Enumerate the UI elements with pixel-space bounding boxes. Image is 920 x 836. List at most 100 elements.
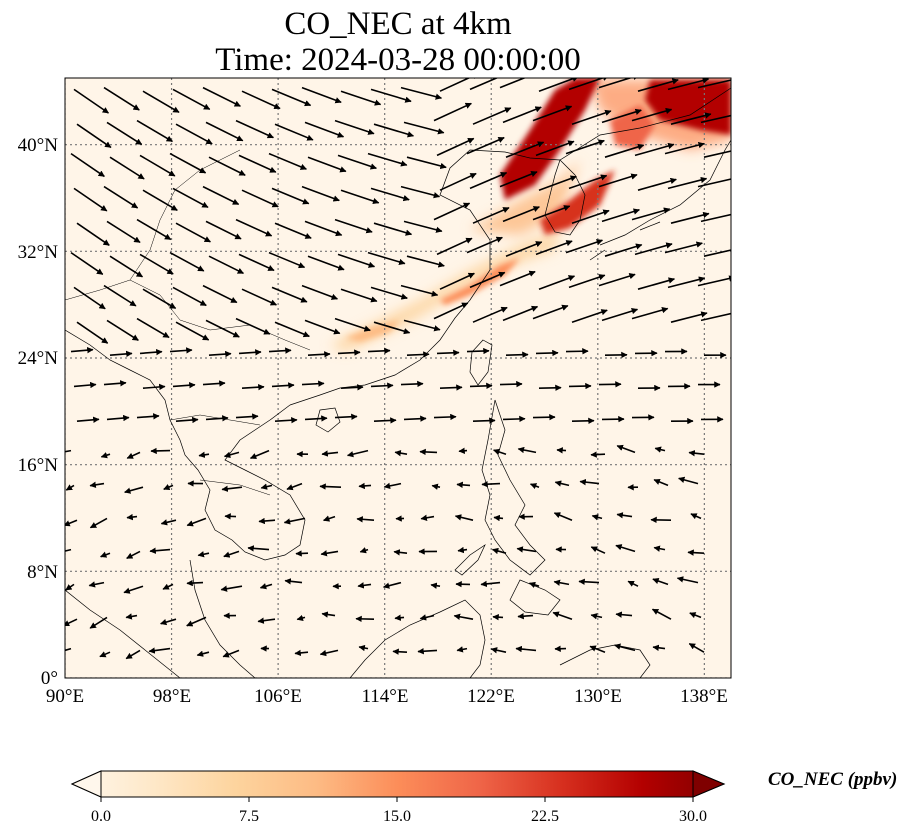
wind-vector bbox=[163, 484, 174, 490]
wind-vector bbox=[615, 611, 633, 618]
wind-vector bbox=[340, 90, 382, 106]
wind-vector bbox=[532, 205, 571, 221]
wind-vector bbox=[383, 482, 402, 489]
wind-vector bbox=[678, 476, 699, 485]
colorbar-under-triangle bbox=[70, 770, 102, 798]
wind-vector bbox=[433, 202, 471, 221]
wind-vector bbox=[205, 220, 242, 240]
wind-vector bbox=[346, 449, 369, 458]
wind-vector bbox=[480, 580, 501, 588]
wind-vector bbox=[172, 286, 207, 307]
wind-vector bbox=[598, 273, 636, 287]
wind-vector bbox=[196, 650, 210, 657]
wind-vector bbox=[466, 136, 505, 155]
inland-border-3 bbox=[169, 414, 261, 426]
wind-vector bbox=[652, 644, 666, 651]
wind-vector bbox=[123, 585, 144, 594]
wind-vector bbox=[284, 578, 303, 585]
wind-vector bbox=[175, 321, 210, 341]
wind-vector bbox=[223, 451, 240, 458]
wind-vector bbox=[258, 517, 276, 525]
wind-vector bbox=[359, 547, 369, 554]
wind-vector bbox=[142, 189, 178, 212]
colorbar-label: CO_NEC (ppbv) bbox=[768, 769, 898, 790]
wind-vector bbox=[556, 447, 567, 454]
wind-vector bbox=[109, 255, 144, 278]
wind-vector bbox=[295, 550, 309, 557]
wind-vector bbox=[109, 156, 145, 180]
wind-vector bbox=[274, 417, 298, 424]
lat-tick-label: 24°N bbox=[18, 348, 59, 369]
wind-vector bbox=[304, 220, 343, 237]
wind-vector bbox=[73, 187, 108, 212]
wind-vector bbox=[591, 514, 603, 521]
wind-vector bbox=[690, 513, 702, 520]
wind-vector bbox=[654, 446, 666, 453]
wind-vector bbox=[126, 550, 141, 560]
wind-vector bbox=[565, 139, 605, 155]
wind-vector bbox=[466, 236, 503, 254]
wind-vector bbox=[469, 171, 508, 190]
wind-vector bbox=[367, 251, 406, 265]
wind-vector bbox=[417, 648, 438, 655]
wind-vector bbox=[433, 413, 457, 421]
wind-vector bbox=[631, 207, 671, 221]
wind-vector bbox=[499, 270, 536, 287]
wind-vector bbox=[73, 381, 97, 389]
wind-vector bbox=[370, 187, 410, 202]
wind-vector bbox=[124, 486, 144, 494]
wind-vector bbox=[400, 284, 439, 297]
wind-vector bbox=[700, 310, 731, 322]
wind-vector bbox=[703, 150, 731, 158]
wind-vector bbox=[370, 382, 394, 389]
wind-vector bbox=[419, 614, 435, 621]
wind-vector bbox=[598, 173, 638, 188]
wind-vector bbox=[439, 78, 479, 92]
wind-vector bbox=[493, 448, 507, 455]
wind-vector bbox=[627, 580, 639, 587]
wind-vector bbox=[553, 512, 573, 521]
wind-vector bbox=[601, 108, 642, 124]
wind-vector bbox=[65, 647, 72, 652]
wind-vector bbox=[517, 446, 537, 454]
wind-vector bbox=[271, 286, 308, 303]
wind-vector bbox=[271, 88, 312, 107]
wind-vector bbox=[406, 156, 447, 170]
wind-vector bbox=[601, 308, 639, 322]
wind-vector bbox=[502, 106, 542, 124]
wind-vector bbox=[499, 380, 523, 388]
wind-vector bbox=[430, 582, 441, 589]
wind-vector bbox=[197, 551, 210, 558]
wind-vector bbox=[406, 351, 430, 358]
wind-vector bbox=[535, 349, 559, 357]
wind-vector bbox=[502, 206, 540, 223]
colorbar-over-triangle bbox=[692, 770, 726, 798]
wind-vector bbox=[439, 172, 477, 191]
wind-vector bbox=[373, 321, 411, 335]
wind-vector bbox=[334, 119, 375, 135]
wind-vector bbox=[337, 253, 376, 268]
wind-vector bbox=[175, 123, 213, 145]
wind-vector bbox=[493, 514, 504, 522]
wind-vector bbox=[208, 350, 232, 358]
wind-vector bbox=[99, 651, 111, 658]
wind-vector bbox=[553, 579, 570, 586]
wind-vector bbox=[687, 549, 705, 556]
wind-vector bbox=[274, 123, 314, 141]
wind-vector bbox=[100, 452, 111, 459]
wind-vector bbox=[142, 90, 180, 114]
wind-vector bbox=[257, 617, 276, 624]
wind-vector bbox=[274, 321, 310, 338]
wind-vector bbox=[136, 317, 170, 339]
wind-vector bbox=[367, 152, 408, 167]
wind-vector bbox=[466, 347, 490, 355]
wind-vector bbox=[700, 114, 731, 124]
palawan-coast bbox=[454, 544, 486, 576]
wind-vector bbox=[286, 482, 303, 491]
wind-vector bbox=[403, 220, 443, 233]
wind-vector bbox=[392, 648, 408, 655]
wind-vector bbox=[439, 384, 463, 391]
wind-vector bbox=[126, 451, 141, 459]
wind-vector bbox=[490, 647, 507, 654]
wind-vector bbox=[538, 384, 562, 391]
